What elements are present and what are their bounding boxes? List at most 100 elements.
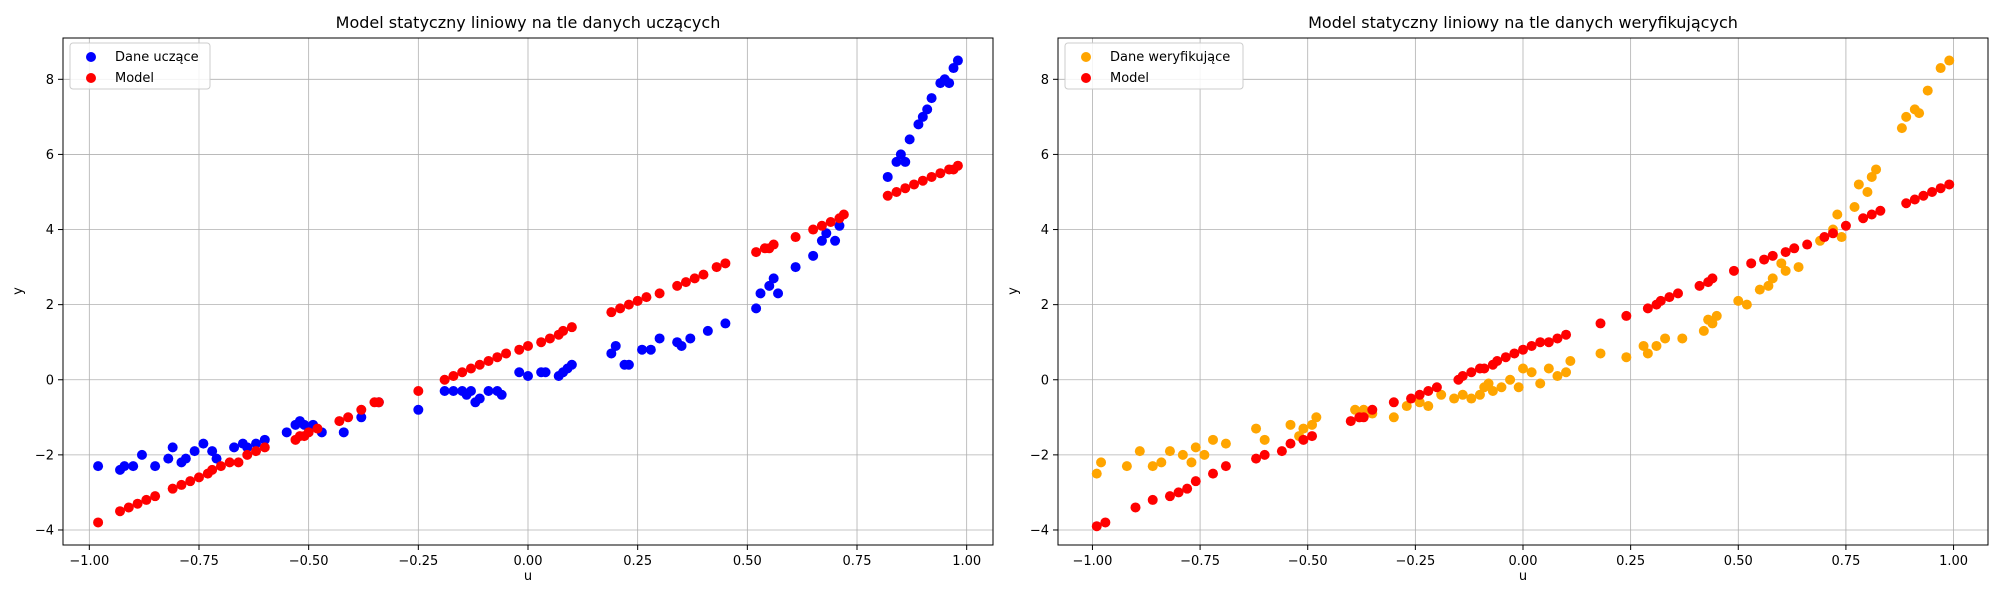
point-dane-weryfikuj-ce (1208, 434, 1218, 445)
point-dane-weryfikuj-ce (1121, 461, 1132, 472)
y-tick-label: 6 (46, 148, 54, 163)
x-tick-label: 0.00 (514, 554, 543, 569)
x-tick-label: 1.00 (952, 554, 981, 569)
point-dane-ucz-ce (540, 367, 551, 378)
point-model (1535, 337, 1546, 348)
point-model (1728, 265, 1739, 276)
legend: Dane uczące Model (69, 42, 211, 90)
point-dane-ucz-ce (189, 446, 200, 457)
point-model (1526, 340, 1537, 351)
point-model (1819, 232, 1830, 243)
point-model (1492, 355, 1503, 366)
point-dane-weryfikuj-ce (1896, 123, 1907, 134)
point-dane-weryfikuj-ce (1423, 401, 1434, 412)
point-dane-weryfikuj-ce (1677, 333, 1688, 344)
y-tick-label: 8 (46, 73, 54, 88)
point-model (1509, 348, 1520, 359)
point-model (439, 374, 450, 385)
point-dane-weryfikuj-ce (1388, 412, 1399, 423)
point-model (654, 288, 665, 299)
x-tick-label: 0.75 (1831, 554, 1860, 569)
scatter-points (93, 55, 963, 528)
point-dane-weryfikuj-ce (1776, 258, 1787, 269)
point-model (1414, 389, 1425, 400)
point-dane-ucz-ce (882, 171, 893, 182)
point-model (1388, 397, 1399, 408)
point-model (882, 190, 893, 201)
x-tick-label: 0.25 (1616, 554, 1645, 569)
point-model (1091, 521, 1102, 532)
y-tick-label: −4 (35, 523, 54, 538)
legend: Dane weryfikujące Model (1064, 42, 1244, 90)
point-dane-weryfikuj-ce (1836, 232, 1847, 243)
point-model (1909, 194, 1920, 205)
y-tick-label: −4 (1030, 523, 1049, 538)
point-model (1595, 318, 1606, 329)
point-dane-ucz-ce (645, 344, 656, 355)
point-dane-ucz-ce (136, 449, 147, 460)
point-dane-ucz-ce (338, 427, 349, 438)
point-dane-weryfikuj-ce (1935, 63, 1946, 74)
y-tick-label: 6 (1041, 148, 1049, 163)
point-dane-ucz-ce (150, 461, 161, 472)
chart-training: −1.00 −0.75 −0.50 −0.25 0.00 0.25 0.50 0.75 1.00… (11, 13, 994, 584)
point-model (167, 483, 178, 494)
point-dane-ucz-ce (566, 359, 577, 370)
point-dane-weryfikuj-ce (1350, 404, 1361, 415)
point-dane-weryfikuj-ce (1518, 363, 1528, 374)
point-dane-weryfikuj-ce (1199, 449, 1210, 460)
point-dane-ucz-ce (926, 93, 937, 104)
chart-verification: −1.00 −0.75 −0.50 −0.25 0.00 0.25 0.50 0.75 1.00… (1006, 13, 1989, 584)
point-dane-weryfikuj-ce (1698, 325, 1709, 336)
point-model (1664, 292, 1675, 303)
point-dane-weryfikuj-ce (1944, 55, 1955, 66)
legend-label-model: Model (115, 71, 154, 86)
scatter-points (1091, 55, 1955, 532)
point-model (150, 491, 161, 502)
point-dane-weryfikuj-ce (1866, 171, 1877, 182)
point-model (566, 322, 577, 333)
point-dane-weryfikuj-ce (1164, 446, 1175, 457)
point-model (1479, 363, 1490, 374)
point-model (900, 183, 911, 194)
x-tick-label: −1.00 (1073, 554, 1113, 569)
point-model (1767, 250, 1778, 261)
legend-marker-dane-weryfikujace (1081, 52, 1091, 62)
point-dane-ucz-ce (637, 344, 648, 355)
point-model (615, 303, 626, 314)
point-dane-ucz-ce (119, 461, 130, 472)
point-dane-weryfikuj-ce (1487, 386, 1498, 397)
point-dane-ucz-ce (702, 325, 713, 336)
point-dane-ucz-ce (685, 333, 696, 344)
point-model (1457, 371, 1468, 381)
point-model (1173, 487, 1184, 498)
legend-marker-model (86, 73, 96, 83)
point-model (457, 367, 468, 378)
x-tick-label: −0.75 (179, 554, 219, 569)
point-model (689, 273, 700, 284)
x-tick-label: 0.75 (843, 554, 872, 569)
point-model (891, 186, 902, 197)
point-model (343, 412, 354, 423)
point-model (1746, 258, 1757, 269)
point-model (952, 160, 963, 171)
point-dane-ucz-ce (764, 280, 775, 291)
point-dane-ucz-ce (904, 134, 915, 145)
point-model (1182, 483, 1193, 494)
point-dane-weryfikuj-ce (1793, 262, 1804, 273)
point-model (215, 461, 226, 472)
point-model (1251, 453, 1262, 464)
point-dane-weryfikuj-ce (1358, 404, 1369, 415)
point-dane-weryfikuj-ce (1457, 389, 1468, 400)
point-dane-weryfikuj-ce (1186, 457, 1197, 468)
point-model (1130, 502, 1141, 513)
y-tick-label: 8 (1041, 73, 1049, 88)
point-dane-ucz-ce (514, 367, 525, 378)
point-dane-weryfikuj-ce (1177, 449, 1188, 460)
point-dane-weryfikuj-ce (1707, 318, 1718, 329)
point-model (251, 446, 262, 457)
point-model (176, 479, 187, 490)
point-dane-weryfikuj-ce (1311, 412, 1322, 423)
point-dane-weryfikuj-ce (1711, 310, 1722, 321)
point-model (926, 171, 937, 182)
